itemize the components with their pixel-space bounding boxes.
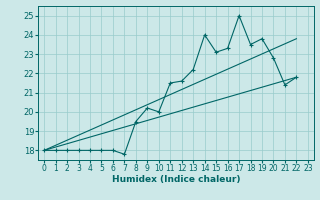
- X-axis label: Humidex (Indice chaleur): Humidex (Indice chaleur): [112, 175, 240, 184]
